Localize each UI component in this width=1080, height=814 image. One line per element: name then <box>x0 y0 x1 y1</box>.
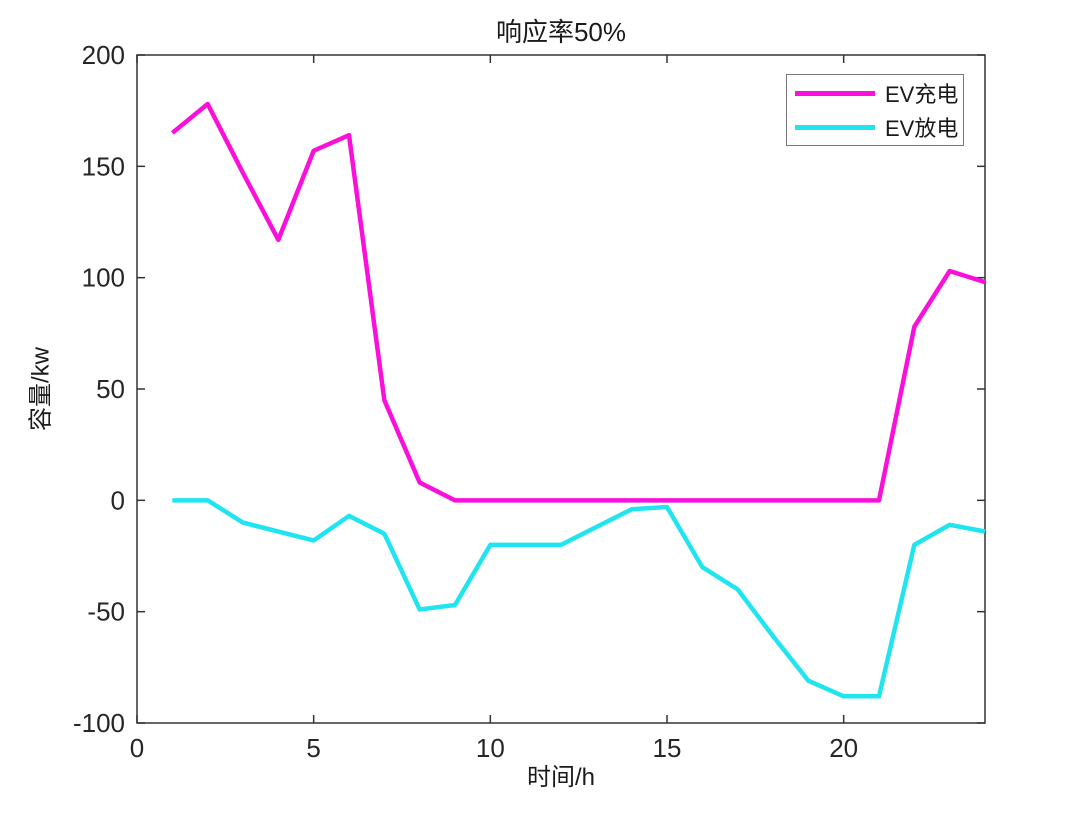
ev-charge-line-swatch <box>795 90 875 96</box>
x-tick-label: 10 <box>476 733 505 763</box>
y-tick-label: 50 <box>96 374 125 404</box>
axes-box <box>136 54 986 724</box>
x-tick-label: 0 <box>130 733 144 763</box>
x-tick-label: 15 <box>653 733 682 763</box>
legend-label: EV充电 <box>885 82 959 107</box>
y-tick-label: 100 <box>82 263 125 293</box>
x-tick-label: 5 <box>306 733 320 763</box>
x-axis-label: 时间/h <box>526 764 595 791</box>
legend-item: EV放电 <box>787 111 963 143</box>
y-tick-label: -50 <box>87 597 125 627</box>
ev-charge-line <box>170 101 986 503</box>
legend-label: EV放电 <box>885 116 959 141</box>
ev-discharge-line-swatch <box>795 124 875 130</box>
y-tick-label: 0 <box>111 485 125 515</box>
legend: EV充电 EV放电 <box>786 74 964 146</box>
chart-title: 响应率50% <box>495 17 627 47</box>
x-tick-label: 20 <box>829 733 858 763</box>
legend-item: EV充电 <box>787 77 963 109</box>
ev-discharge-line <box>172 498 986 699</box>
y-tick-label: 200 <box>82 40 125 70</box>
y-tick-label: -100 <box>73 708 125 738</box>
y-tick-label: 150 <box>82 151 125 181</box>
